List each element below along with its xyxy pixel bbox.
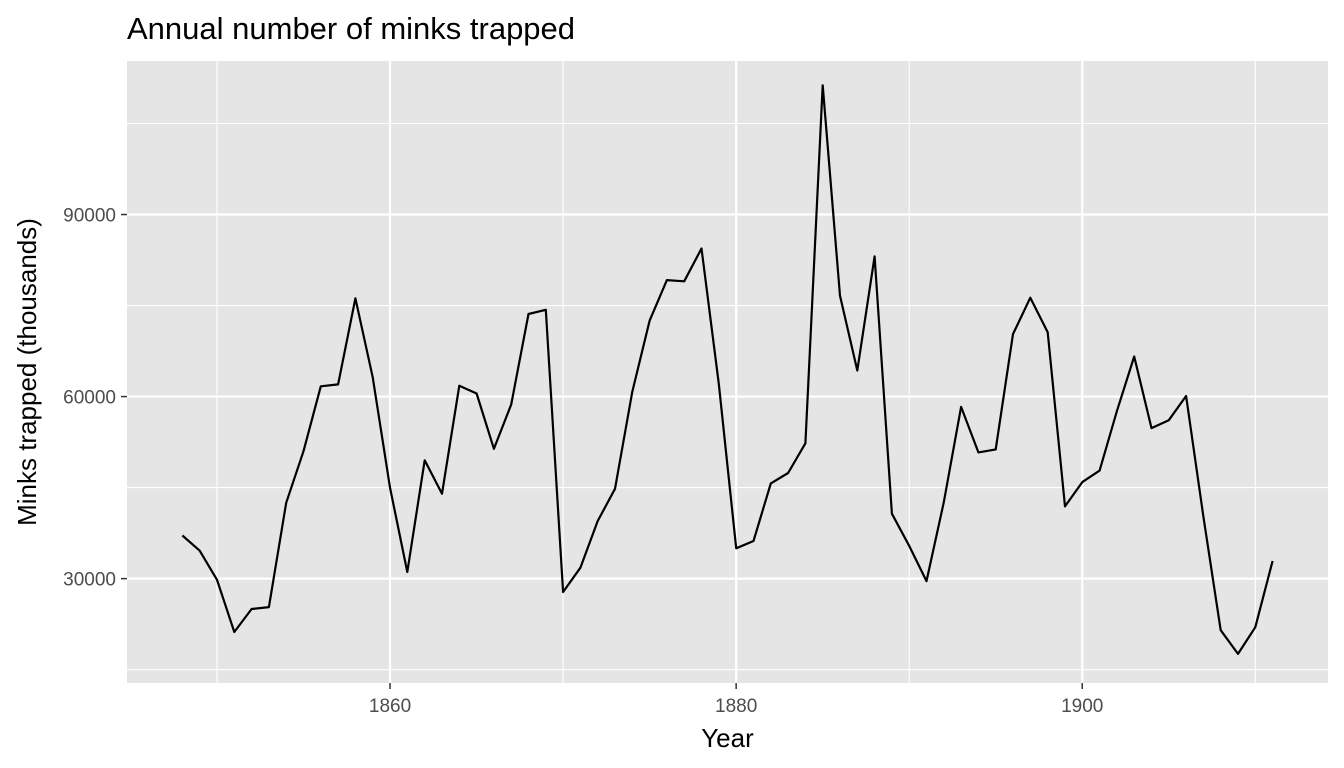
x-axis-ticks: 1860 1880 1900 [369, 683, 1103, 717]
y-axis-title: Minks trapped (thousands) [12, 218, 42, 526]
x-axis-title: Year [701, 723, 754, 753]
major-gridlines [127, 61, 1328, 683]
y-axis-ticks: 30000 60000 90000 [63, 206, 127, 591]
x-tick-label: 1880 [715, 696, 757, 717]
y-tick-label: 30000 [63, 570, 116, 591]
y-tick-label: 60000 [63, 388, 116, 409]
x-tick-label: 1900 [1061, 696, 1103, 717]
y-tick-label: 90000 [63, 206, 116, 227]
series-line [181, 84, 1274, 655]
x-tick-label: 1860 [369, 696, 411, 717]
chart-title: Annual number of minks trapped [127, 11, 575, 46]
plot-panel [127, 61, 1328, 683]
minor-gridlines [127, 61, 1328, 683]
